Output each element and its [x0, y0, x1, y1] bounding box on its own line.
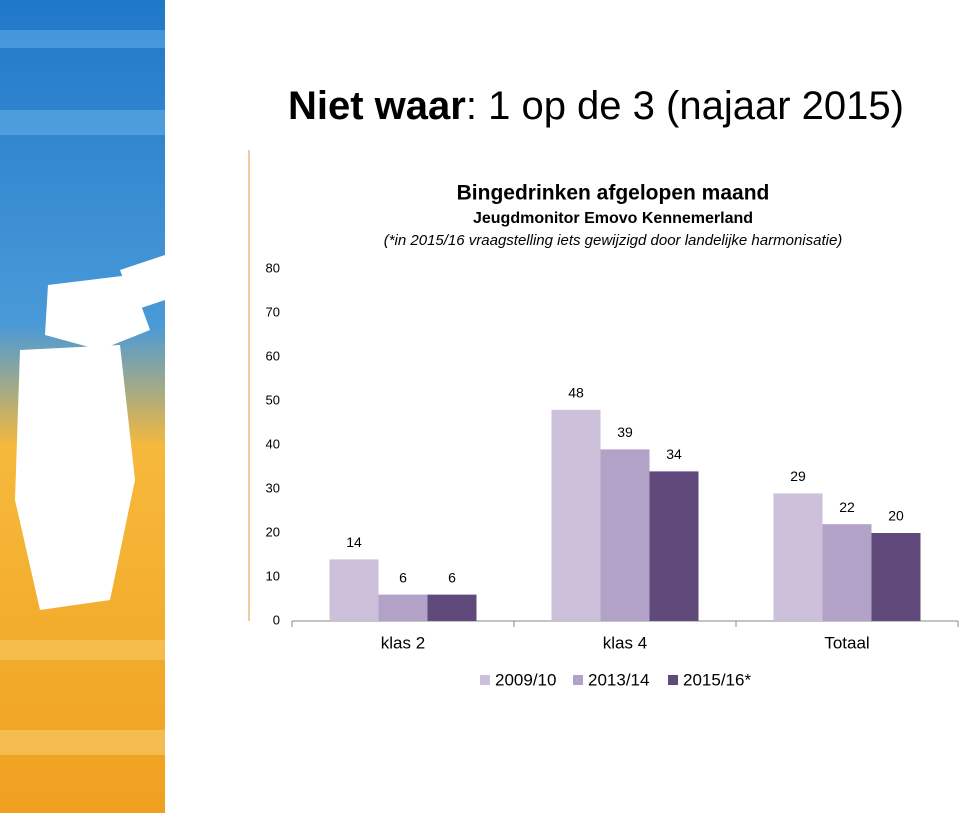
x-tick-label: Totaal — [824, 633, 869, 652]
bar — [871, 533, 921, 621]
legend-label: 2013/14 — [588, 670, 649, 689]
y-tick-label: 20 — [266, 524, 280, 539]
data-label: 6 — [448, 569, 456, 585]
data-label: 22 — [839, 499, 855, 515]
slide-title-rest: : 1 op de 3 (najaar 2015) — [466, 84, 904, 128]
bar — [600, 449, 650, 621]
y-tick-label: 70 — [266, 304, 280, 319]
y-tick-label: 40 — [266, 436, 280, 451]
data-label: 34 — [666, 446, 682, 462]
data-label: 48 — [568, 385, 584, 401]
data-label: 14 — [346, 534, 362, 550]
y-tick-label: 0 — [273, 612, 280, 627]
x-tick-label: klas 2 — [381, 633, 425, 652]
bar — [551, 409, 601, 621]
chart-note: (*in 2015/16 vraagstelling iets gewijzig… — [384, 232, 843, 249]
legend-swatch — [668, 675, 678, 685]
data-label: 39 — [617, 424, 633, 440]
y-tick-label: 60 — [266, 348, 280, 363]
legend-swatch — [480, 675, 490, 685]
slide-title: Niet waar: 1 op de 3 (najaar 2015) — [288, 84, 904, 128]
bar — [329, 559, 379, 621]
chart-title: Bingedrinken afgelopen maand — [457, 182, 770, 205]
legend-swatch — [573, 675, 583, 685]
decoration — [0, 0, 250, 813]
x-tick-label: klas 4 — [603, 633, 647, 652]
data-label: 29 — [790, 468, 806, 484]
bar — [427, 594, 477, 621]
bar — [378, 594, 428, 621]
y-tick-label: 50 — [266, 392, 280, 407]
y-tick-label: 30 — [266, 480, 280, 495]
data-label: 20 — [888, 508, 904, 524]
y-tick-label: 10 — [266, 568, 280, 583]
bar — [822, 524, 872, 621]
legend-label: 2015/16* — [683, 670, 751, 689]
chart-subtitle: Jeugdmonitor Emovo Kennemerland — [473, 210, 753, 227]
bar — [649, 471, 699, 621]
data-label: 6 — [399, 569, 407, 585]
legend-label: 2009/10 — [495, 670, 556, 689]
y-tick-label: 80 — [266, 260, 280, 275]
bar — [773, 493, 823, 621]
slide-title-bold: Niet waar — [288, 84, 466, 128]
